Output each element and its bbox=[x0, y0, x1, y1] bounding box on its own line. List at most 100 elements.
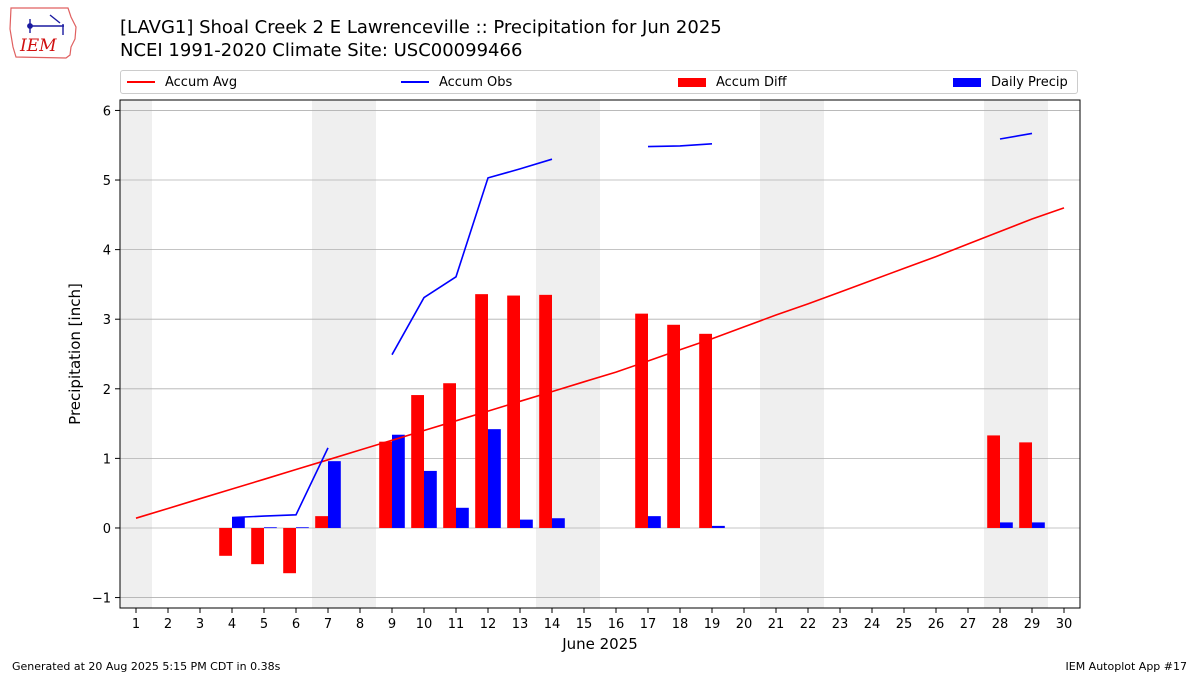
x-tick-label: 7 bbox=[324, 617, 332, 632]
iowa-state-outline-icon bbox=[9, 7, 77, 59]
accum-diff-bar bbox=[283, 527, 296, 574]
y-tick-label: 5 bbox=[103, 174, 111, 189]
x-tick-label: 25 bbox=[896, 617, 913, 632]
daily-precip-bar bbox=[328, 461, 341, 528]
x-tick-label: 18 bbox=[672, 617, 689, 632]
y-tick-label: 4 bbox=[103, 244, 111, 259]
accum-diff-bar bbox=[987, 435, 1000, 528]
accum-diff-bar bbox=[507, 295, 520, 528]
daily-precip-bar bbox=[296, 527, 309, 529]
y-axis-label: Precipitation [inch] bbox=[66, 283, 84, 425]
weekend-band bbox=[984, 100, 1048, 608]
accum-diff-bar bbox=[539, 294, 552, 528]
x-tick-label: 15 bbox=[576, 617, 593, 632]
x-tick-label: 6 bbox=[292, 617, 300, 632]
x-tick-label: 5 bbox=[260, 617, 268, 632]
daily-precip-bar bbox=[392, 434, 405, 528]
legend-item-accum-diff: Accum Diff bbox=[678, 71, 787, 93]
x-tick-label: 26 bbox=[928, 617, 945, 632]
accum-avg-line bbox=[135, 207, 1065, 519]
x-tick-label: 10 bbox=[416, 617, 433, 632]
x-tick-label: 13 bbox=[512, 617, 529, 632]
x-tick-label: 27 bbox=[960, 617, 977, 632]
grid-lines bbox=[120, 110, 1080, 598]
iem-logo: IEM bbox=[9, 7, 77, 59]
daily-precip-bar bbox=[232, 517, 245, 528]
weekend-band bbox=[760, 100, 824, 608]
accum-diff-bar bbox=[443, 383, 456, 528]
x-tick-label: 9 bbox=[388, 617, 396, 632]
accum-diff-bar bbox=[219, 527, 232, 556]
x-tick-label: 23 bbox=[832, 617, 849, 632]
y-tick-label: 6 bbox=[103, 104, 111, 119]
daily-precip-bar bbox=[456, 507, 469, 528]
x-tick-label: 17 bbox=[640, 617, 657, 632]
legend-label-daily-precip: Daily Precip bbox=[991, 74, 1068, 90]
accum-diff-bar bbox=[699, 333, 712, 528]
legend-item-daily-precip: Daily Precip bbox=[953, 71, 1068, 93]
weather-station-icon bbox=[27, 14, 64, 35]
x-tick-label: 22 bbox=[800, 617, 817, 632]
x-tick-label: 16 bbox=[608, 617, 625, 632]
daily-precip-bar bbox=[488, 429, 501, 528]
weekend-band bbox=[312, 100, 376, 608]
legend-swatch-accum-obs bbox=[401, 81, 429, 83]
bar-series bbox=[219, 294, 1045, 574]
x-tick-label: 14 bbox=[544, 617, 561, 632]
accum-diff-bar bbox=[251, 527, 264, 565]
y-tick-label: 1 bbox=[103, 452, 111, 467]
x-tick-label: 20 bbox=[736, 617, 753, 632]
x-tick-label: 30 bbox=[1056, 617, 1073, 632]
y-tick-label: 0 bbox=[103, 522, 111, 537]
legend-swatch-daily-precip bbox=[953, 77, 981, 87]
x-tick-label: 11 bbox=[448, 617, 465, 632]
x-axis-label: June 2025 bbox=[561, 635, 638, 653]
chart-subtitle: NCEI 1991-2020 Climate Site: USC00099466 bbox=[120, 40, 523, 61]
daily-precip-bar bbox=[424, 470, 437, 528]
x-tick-label: 28 bbox=[992, 617, 1009, 632]
x-tick-label: 19 bbox=[704, 617, 721, 632]
accum-diff-bar bbox=[315, 516, 328, 528]
accum-diff-bar bbox=[635, 313, 648, 528]
accum-obs-line bbox=[647, 143, 713, 148]
weekend-band bbox=[120, 100, 152, 608]
daily-precip-bar bbox=[552, 518, 565, 528]
accum-diff-bar bbox=[1019, 442, 1032, 528]
x-tick-label: 3 bbox=[196, 617, 204, 632]
x-tick-label: 29 bbox=[1024, 617, 1041, 632]
daily-precip-bar bbox=[264, 527, 277, 529]
x-tick-label: 4 bbox=[228, 617, 236, 632]
footer-generated: Generated at 20 Aug 2025 5:15 PM CDT in … bbox=[12, 660, 281, 673]
accum-diff-bar bbox=[379, 441, 392, 528]
footer-app: IEM Autoplot App #17 bbox=[1065, 660, 1188, 673]
legend-item-accum-obs: Accum Obs bbox=[401, 71, 512, 93]
y-tick-label: −1 bbox=[92, 592, 111, 607]
legend-label-accum-avg: Accum Avg bbox=[165, 74, 238, 90]
daily-precip-bar bbox=[648, 516, 661, 528]
legend-label-accum-obs: Accum Obs bbox=[439, 74, 513, 90]
chart-legend: Accum Avg Accum Obs Accum Diff Daily Pre… bbox=[120, 70, 1078, 94]
daily-precip-bar bbox=[712, 525, 725, 528]
daily-precip-bar bbox=[520, 519, 533, 528]
x-tick-label: 12 bbox=[480, 617, 497, 632]
x-tick-label: 1 bbox=[132, 617, 140, 632]
accum-diff-bar bbox=[411, 395, 424, 528]
legend-swatch-accum-diff bbox=[678, 77, 706, 87]
legend-label-accum-diff: Accum Diff bbox=[716, 74, 787, 90]
line-series bbox=[135, 132, 1065, 519]
accum-diff-bar bbox=[475, 294, 488, 528]
y-tick-label: 2 bbox=[103, 383, 111, 398]
plot-frame bbox=[119, 99, 1081, 609]
legend-swatch-accum-avg bbox=[127, 81, 155, 83]
y-tick-label: 3 bbox=[103, 313, 111, 328]
x-tick-label: 8 bbox=[356, 617, 364, 632]
accum-obs-line bbox=[231, 447, 329, 519]
accum-diff-bar bbox=[667, 324, 680, 528]
accum-obs-line bbox=[391, 158, 553, 356]
accum-obs-line bbox=[999, 132, 1033, 140]
legend-item-accum-avg: Accum Avg bbox=[127, 71, 237, 93]
daily-precip-bar bbox=[1000, 522, 1013, 528]
x-tick-label: 24 bbox=[864, 617, 881, 632]
